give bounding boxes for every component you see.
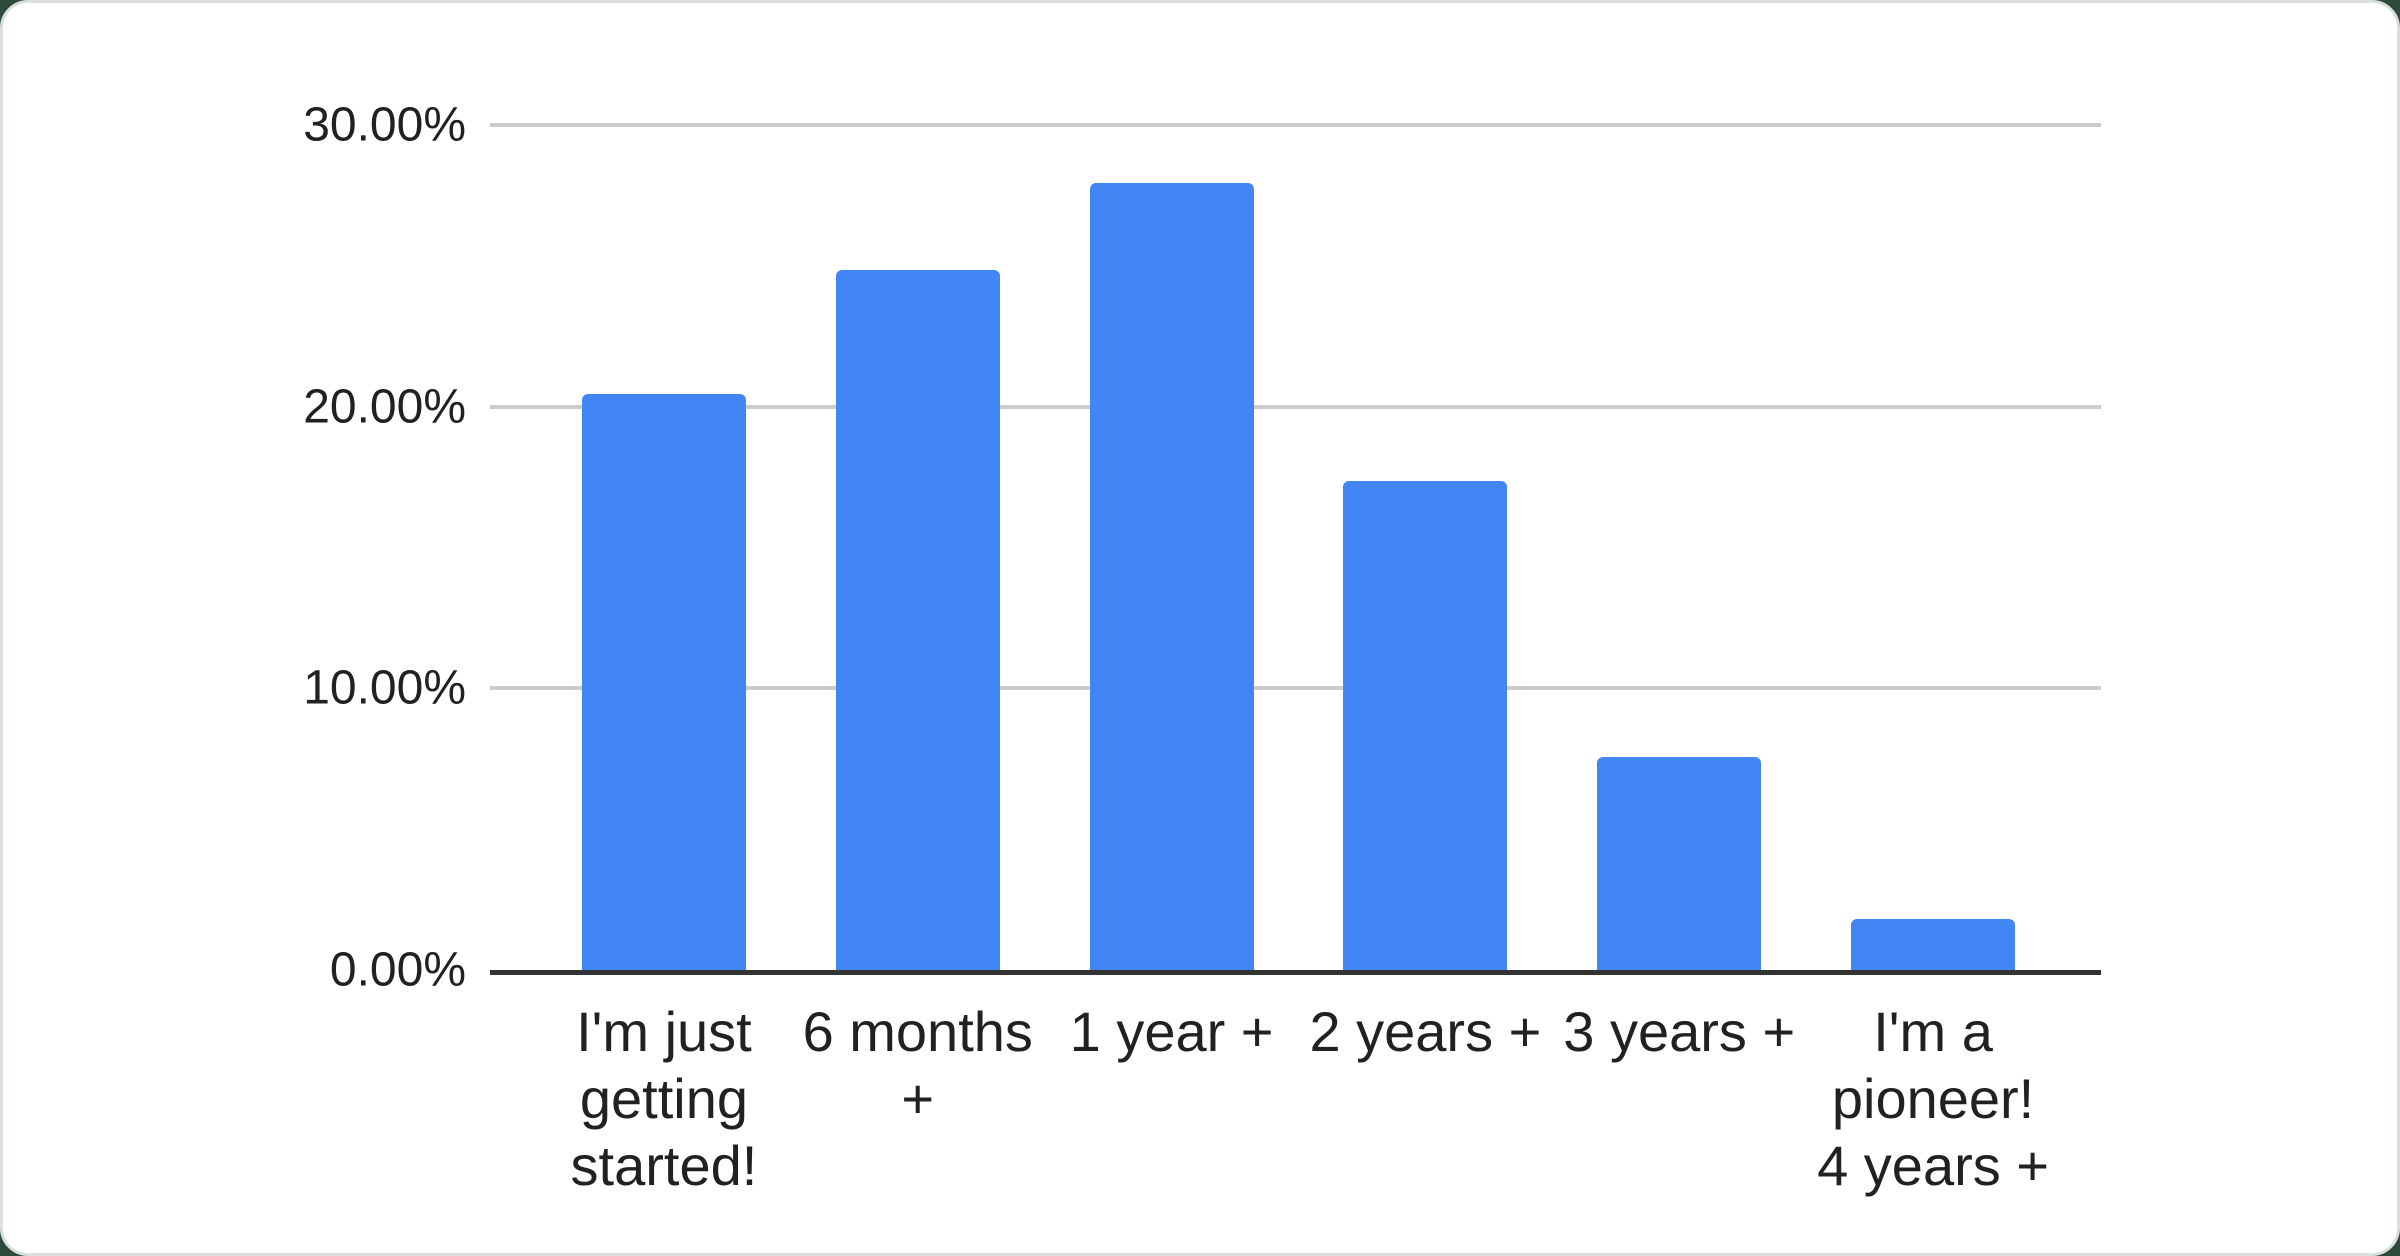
y-tick-label: 0.00% [329, 943, 466, 997]
x-category-label: 3 years + [1563, 1000, 1796, 1063]
bar-4 [1343, 481, 1508, 970]
gridline [490, 404, 2101, 409]
bar-slot [1298, 125, 1552, 970]
bar-slot [1045, 125, 1299, 970]
bar-slot [791, 125, 1045, 970]
bar-2 [835, 270, 1000, 970]
x-category-label: 1 year + [1069, 1000, 1274, 1063]
bar-slot [1806, 125, 2060, 970]
plot-area [490, 123, 2101, 975]
bar-5 [1597, 757, 1762, 970]
gridline [490, 686, 2101, 691]
bar-1 [581, 394, 746, 970]
x-category-label: I'm a pioneer! 4 years + [1817, 1000, 2049, 1198]
bars-row [537, 125, 2060, 970]
y-tick-label: 30.00% [303, 98, 466, 152]
x-axis-category-labels: I'm just getting started! 6 months + 1 yea… [537, 998, 2060, 1200]
bar-slot [1552, 125, 1806, 970]
y-tick-label: 10.00% [303, 661, 466, 715]
gridline [490, 123, 2101, 127]
x-axis-baseline [490, 970, 2101, 975]
x-category-label: 6 months + [802, 1000, 1033, 1131]
x-category-label: 2 years + [1309, 1000, 1542, 1063]
bar-6 [1851, 919, 2016, 970]
x-category-label: I'm just getting started! [570, 1000, 758, 1198]
y-tick-label: 20.00% [303, 380, 466, 434]
bar-3 [1089, 183, 1254, 970]
bar-slot [537, 125, 791, 970]
y-axis-tick-labels: 30.00% 20.00% 10.00% 0.00% [3, 99, 466, 997]
